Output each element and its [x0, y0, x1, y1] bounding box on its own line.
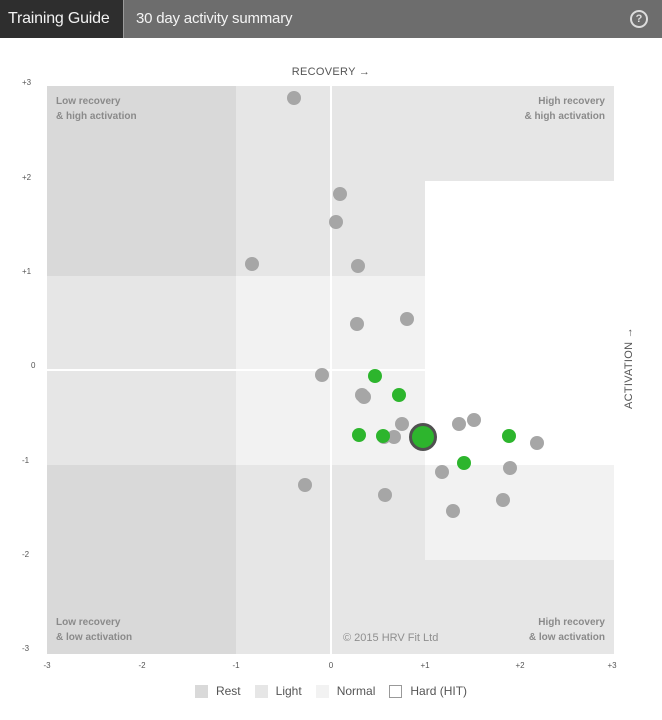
y-tick: +2 [22, 173, 32, 182]
x-tick: +3 [607, 661, 617, 670]
legend-swatch-rest [194, 684, 208, 698]
data-point-past[interactable] [530, 435, 545, 450]
legend-swatch-light [254, 684, 268, 698]
quadrant-label-line: High recovery [538, 96, 605, 107]
app-title: Training Guide [0, 0, 124, 38]
y-tick: -2 [22, 550, 30, 559]
data-point-recent[interactable] [456, 455, 471, 470]
data-point-past[interactable] [286, 91, 301, 106]
legend-item-light: Light [254, 684, 302, 698]
data-point-past[interactable] [329, 215, 344, 230]
data-point-recent[interactable] [351, 428, 366, 443]
quadrant-label-line: & high activation [524, 111, 605, 122]
data-point-past[interactable] [314, 367, 329, 382]
zone-rest [47, 86, 236, 276]
quadrant-label-bottom-left: Low recovery & low activation [56, 615, 132, 645]
data-point-past[interactable] [435, 465, 449, 480]
x-tick: +2 [515, 661, 525, 670]
data-point-past[interactable] [496, 492, 511, 507]
data-point-past[interactable] [350, 258, 365, 273]
data-point-recent[interactable] [391, 387, 406, 402]
data-point-past[interactable] [297, 477, 312, 492]
page-subtitle: 30 day activity summary [136, 10, 293, 27]
help-icon[interactable]: ? [630, 10, 648, 28]
y-tick: +3 [22, 78, 32, 87]
data-point-past[interactable] [446, 504, 461, 519]
data-point-past[interactable] [245, 256, 260, 271]
zone-light [425, 560, 614, 654]
quadrant-label-line: High recovery [538, 617, 605, 628]
quadrant-label-line: & high activation [56, 111, 137, 122]
scatter-chart: RECOVERY → ACTIVATION → +3 +2 +1 0 -1 -2… [0, 38, 662, 720]
y-tick: 0 [31, 361, 36, 370]
x-tick: -3 [43, 661, 51, 670]
legend-item-hard: Hard (HIT) [389, 684, 467, 698]
data-point-past[interactable] [378, 487, 393, 502]
data-point-past[interactable] [356, 390, 371, 405]
legend-item-normal: Normal [315, 684, 376, 698]
quadrant-label-line: & low activation [528, 632, 605, 643]
x-tick: -1 [232, 661, 240, 670]
zone-light [425, 86, 614, 181]
plot-area: Low recovery & high activation High reco… [47, 86, 614, 654]
data-point-past[interactable] [395, 416, 410, 431]
data-point-past[interactable] [452, 416, 467, 431]
data-point-past[interactable] [332, 186, 347, 201]
x-axis-title: RECOVERY → [291, 66, 371, 78]
data-point-past[interactable] [400, 311, 415, 326]
quadrant-label-line: & low activation [56, 632, 133, 643]
quadrant-label-top-right: High recovery & high activation [524, 94, 605, 124]
y-tick: +1 [22, 267, 32, 276]
zone-rest [47, 465, 236, 654]
legend-swatch-normal [315, 684, 329, 698]
data-point-past[interactable] [467, 413, 482, 428]
header-bar: Training Guide 30 day activity summary ? [0, 0, 662, 38]
legend-label: Rest [215, 684, 241, 698]
data-point-past[interactable] [503, 461, 518, 476]
data-point-recent[interactable] [502, 429, 517, 444]
x-axis-line [47, 369, 425, 371]
legend-label: Light [275, 684, 302, 698]
quadrant-label-line: Low recovery [56, 96, 121, 107]
x-tick: -2 [138, 661, 146, 670]
legend-swatch-hard [389, 684, 403, 698]
y-tick: -3 [22, 644, 30, 653]
quadrant-label-top-left: Low recovery & high activation [56, 94, 137, 124]
legend-label: Hard (HIT) [410, 684, 468, 698]
data-point-recent[interactable] [367, 368, 382, 383]
y-tick: -1 [22, 456, 30, 465]
data-point-current[interactable] [409, 423, 438, 452]
legend: Rest Light Normal Hard (HIT) [0, 684, 662, 698]
x-tick: 0 [328, 661, 334, 670]
quadrant-label-bottom-right: High recovery & low activation [529, 615, 605, 645]
legend-item-rest: Rest [194, 684, 241, 698]
quadrant-label-line: Low recovery [56, 617, 121, 628]
data-point-recent[interactable] [376, 429, 391, 444]
copyright-notice: © 2015 HRV Fit Ltd [343, 632, 439, 644]
x-tick: +1 [420, 661, 430, 670]
legend-label: Normal [336, 684, 376, 698]
data-point-past[interactable] [349, 316, 364, 331]
y-axis-title: ACTIVATION → [623, 326, 635, 410]
